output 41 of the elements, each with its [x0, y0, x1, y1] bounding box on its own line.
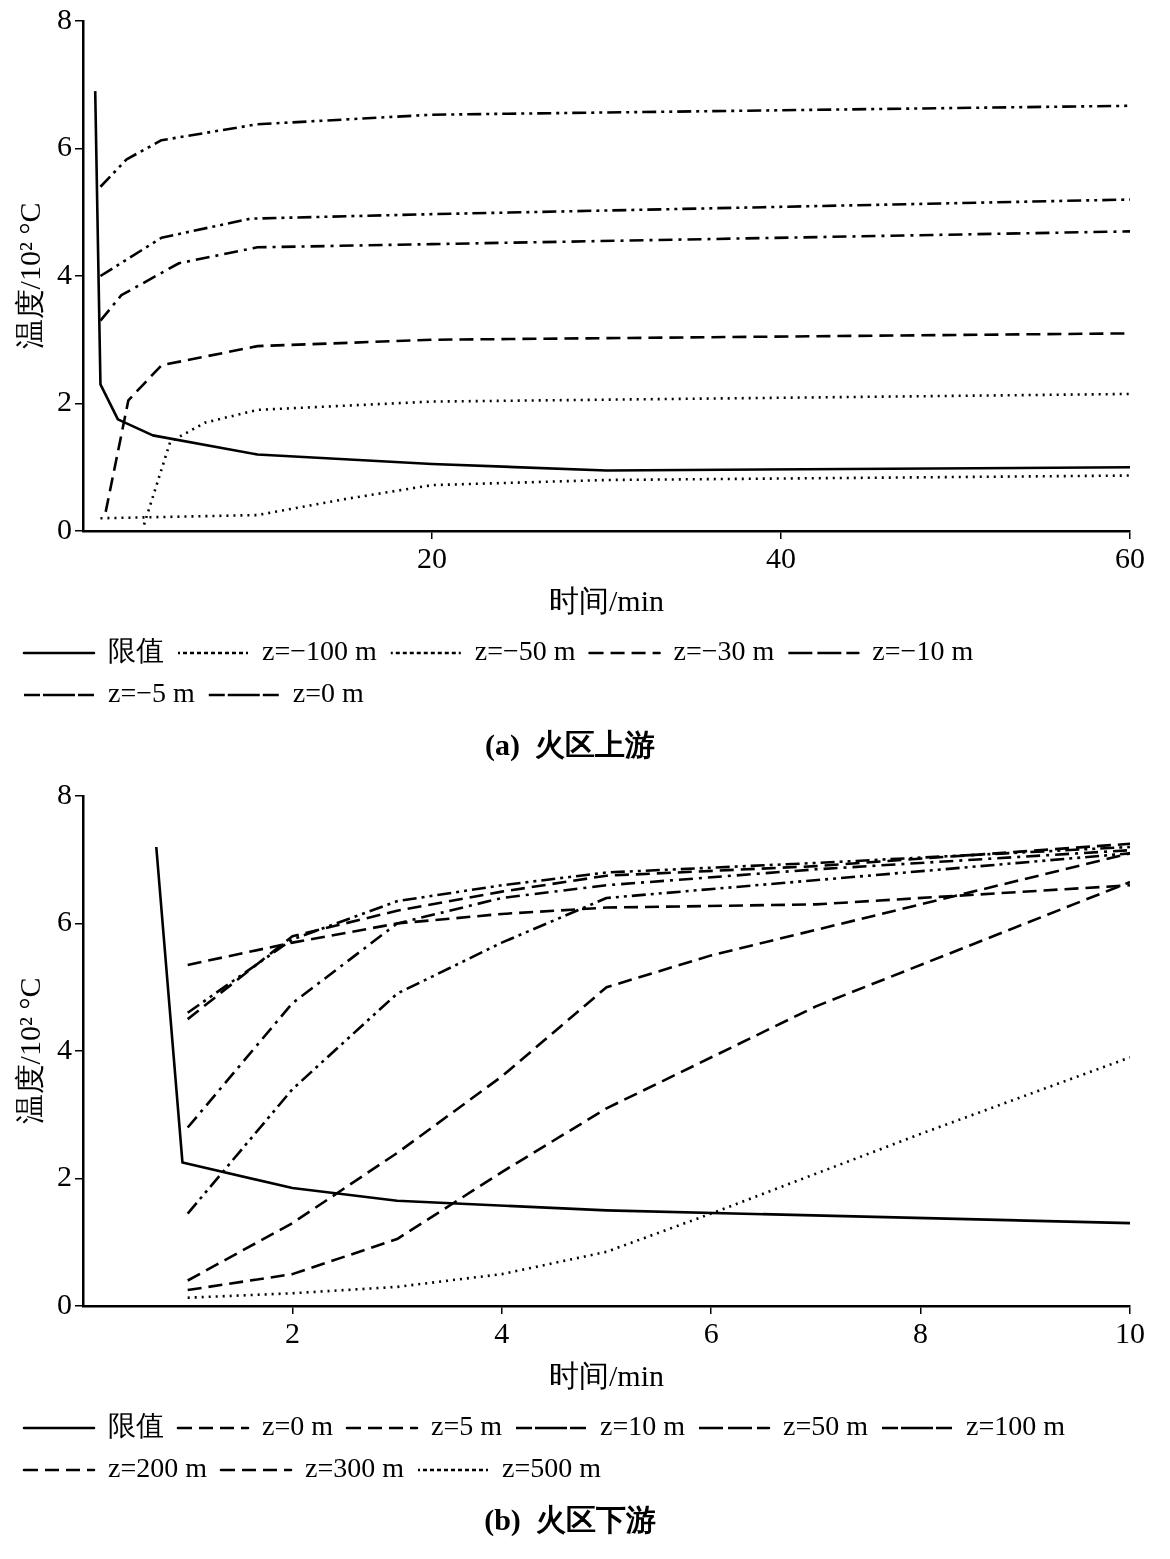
- legend-label: z=−10 m: [872, 635, 974, 667]
- y-axis-title: 温度/10² °C: [12, 977, 46, 1125]
- legend-label: z=200 m: [108, 1452, 208, 1484]
- legend-label: z=−30 m: [673, 635, 775, 667]
- legend-label: z=−5 m: [108, 677, 196, 709]
- text: (b) 火区下游: [484, 1502, 656, 1537]
- legend-label: z=10 m: [600, 1410, 686, 1442]
- y-tick-label: 8: [57, 776, 72, 810]
- legend-label: 限值: [108, 635, 164, 667]
- x-tick-label: 40: [766, 540, 796, 574]
- y-tick-label: 0: [57, 1286, 72, 1320]
- x-tick-label: 8: [913, 1315, 929, 1349]
- x-tick-label: 2: [284, 1315, 300, 1349]
- line-series: [99, 104, 1130, 189]
- legend-label: z=500 m: [502, 1452, 602, 1484]
- x-axis-title: 时间/min: [548, 583, 665, 617]
- x-tick-label: 10: [1115, 1315, 1145, 1349]
- y-tick-label: 4: [57, 256, 72, 290]
- y-tick-label: 2: [57, 1159, 72, 1193]
- x-axis-title: 时间/min: [548, 1358, 665, 1392]
- y-tick-label: 2: [57, 384, 72, 418]
- legend-label: z=0 m: [292, 677, 365, 709]
- text: (a) 火区上游: [485, 727, 655, 762]
- y-tick-label: 4: [57, 1031, 72, 1065]
- legend-label: z=−50 m: [474, 635, 576, 667]
- legend-label: z=−100 m: [262, 635, 378, 667]
- y-tick-label: 8: [57, 1, 72, 35]
- x-tick-label: 20: [417, 540, 447, 574]
- legend-label: z=50 m: [782, 1410, 869, 1442]
- x-tick-label: 6: [703, 1315, 719, 1349]
- y-axis-title: 温度/10² °C: [12, 202, 46, 350]
- legend-label: z=300 m: [305, 1452, 405, 1484]
- legend-label: 限值: [108, 1410, 164, 1442]
- legend-label: z=0 m: [262, 1410, 334, 1442]
- x-tick-label: 60: [1115, 540, 1145, 574]
- legend-label: z=100 m: [965, 1410, 1066, 1442]
- y-tick-label: 6: [57, 904, 72, 938]
- x-tick-label: 4: [494, 1315, 510, 1349]
- legend-label: z=5 m: [431, 1410, 503, 1442]
- y-tick-label: 0: [57, 511, 72, 545]
- y-tick-label: 6: [57, 129, 72, 163]
